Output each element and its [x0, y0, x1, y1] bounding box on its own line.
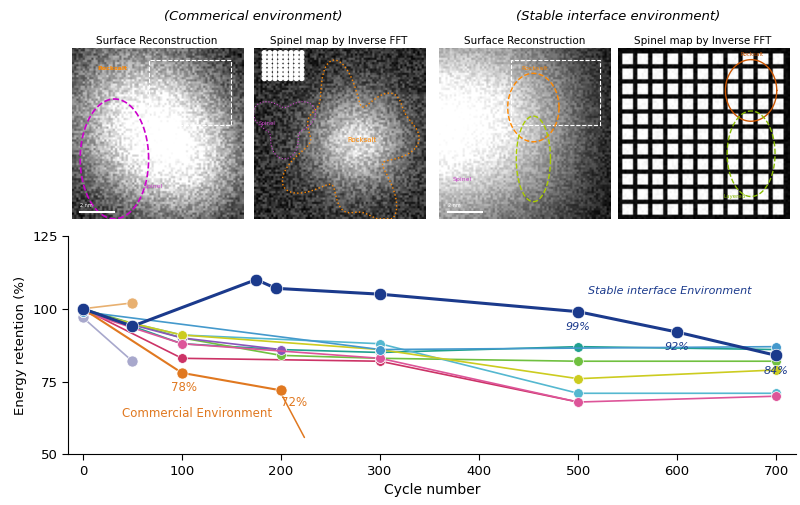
Bar: [72, 47, 242, 219]
Text: Spinel map by Inverse FFT: Spinel map by Inverse FFT: [634, 35, 772, 45]
Text: 92%: 92%: [665, 342, 690, 352]
Y-axis label: Energy retention (%): Energy retention (%): [14, 276, 26, 415]
Text: (Stable interface environment): (Stable interface environment): [515, 10, 720, 23]
Bar: [254, 47, 425, 219]
Text: Stable interface Environment: Stable interface Environment: [588, 286, 751, 296]
Bar: [618, 47, 789, 219]
Text: (Commerical environment): (Commerical environment): [164, 10, 343, 23]
Text: 84%: 84%: [764, 366, 789, 376]
Text: 72%: 72%: [281, 395, 307, 409]
Bar: [439, 47, 610, 219]
Text: Surface Reconstruction: Surface Reconstruction: [464, 35, 586, 45]
X-axis label: Cycle number: Cycle number: [384, 483, 480, 497]
Text: Surface Reconstruction: Surface Reconstruction: [97, 35, 218, 45]
Text: Commercial Environment: Commercial Environment: [122, 407, 272, 420]
Text: Spinel map by Inverse FFT: Spinel map by Inverse FFT: [270, 35, 408, 45]
Text: 99%: 99%: [566, 322, 590, 332]
Text: 78%: 78%: [171, 381, 197, 394]
